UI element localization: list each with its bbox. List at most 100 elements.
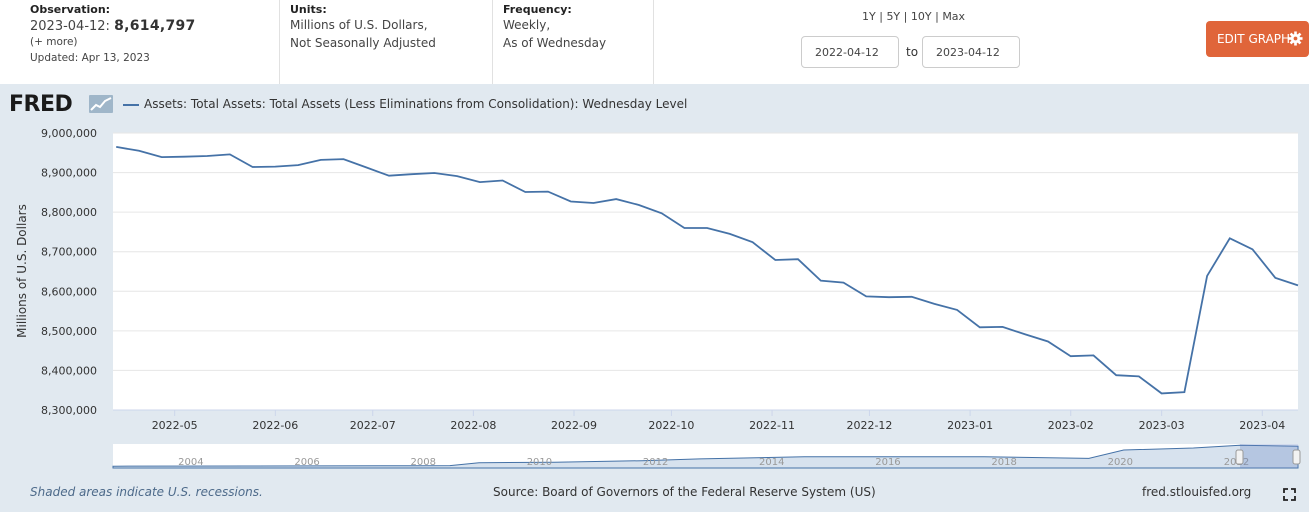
data-point	[364, 165, 369, 170]
edit-graph-label: EDIT GRAPH	[1216, 32, 1291, 46]
navigator-series	[112, 444, 1299, 469]
data-point	[568, 199, 573, 204]
data-point	[1136, 374, 1141, 379]
site-link[interactable]: fred.stlouisfed.org	[1142, 485, 1252, 499]
y-tick-label: 8,600,000	[41, 285, 97, 298]
y-tick-label: 8,800,000	[41, 206, 97, 219]
x-tick-label: 2023-04	[1239, 419, 1285, 432]
y-tick-label: 8,700,000	[41, 246, 97, 259]
legend-swatch	[123, 104, 139, 106]
line-chart[interactable]: 8,300,000 8,400,000 8,500,000 8,600,000 8,70…	[0, 84, 1309, 484]
units-line1: Millions of U.S. Dollars,	[290, 18, 428, 32]
data-point	[1227, 236, 1232, 241]
data-point	[341, 157, 346, 162]
data-point	[1250, 247, 1255, 252]
navigator-year-label: 2020	[1108, 457, 1133, 468]
range-10y-button[interactable]: 10Y	[910, 10, 932, 23]
x-tick-label: 2023-03	[1139, 419, 1185, 432]
navigator-year-label: 2010	[527, 457, 552, 468]
data-point	[1068, 354, 1073, 359]
navigator-selected-range	[1240, 444, 1298, 468]
navigator-year-label: 2004	[178, 457, 203, 468]
data-point	[477, 180, 482, 185]
gear-icon	[1288, 31, 1303, 46]
data-point	[432, 170, 437, 175]
data-point	[591, 201, 596, 206]
units-label: Units:	[290, 3, 327, 16]
navigator-year-label: 2014	[759, 457, 784, 468]
navigator[interactable]: 2004200620082010201220142016201820202022	[112, 444, 1301, 469]
data-point	[1046, 339, 1051, 344]
range-separator: |	[903, 10, 908, 23]
x-tick-label: 2022-12	[846, 419, 892, 432]
fred-chart-logo-icon	[89, 95, 113, 113]
updated-date: Updated: Apr 13, 2023	[30, 52, 150, 64]
data-point	[409, 172, 414, 177]
data-point	[932, 301, 937, 306]
y-axis-ticks: 8,300,000 8,400,000 8,500,000 8,600,000 8,70…	[41, 127, 97, 417]
data-point	[1114, 373, 1119, 378]
navigator-year-label: 2016	[875, 457, 900, 468]
data-point	[796, 257, 801, 262]
data-point	[1159, 391, 1164, 396]
start-date-input[interactable]: 2022-04-12	[801, 36, 899, 68]
data-point	[864, 294, 869, 299]
data-point	[977, 325, 982, 330]
data-point	[659, 211, 664, 216]
data-point	[1091, 353, 1096, 358]
navigator-left-handle[interactable]	[1235, 449, 1244, 465]
frequency-block: Frequency: Weekly, As of Wednesday	[503, 0, 606, 84]
observation-value: 8,614,797	[114, 18, 196, 34]
data-point	[159, 155, 164, 160]
observation-value-line: 2023-04-12: 8,614,797	[30, 18, 196, 34]
more-observations-link[interactable]: (+ more)	[30, 36, 78, 48]
y-tick-label: 8,400,000	[41, 364, 97, 377]
data-point	[546, 189, 551, 194]
data-point	[841, 280, 846, 285]
x-tick-label: 2022-06	[252, 419, 298, 432]
data-point	[182, 154, 187, 159]
data-point	[114, 144, 119, 149]
y-tick-label: 8,900,000	[41, 167, 97, 180]
data-point	[1182, 390, 1187, 395]
divider	[653, 0, 654, 84]
end-date-input[interactable]: 2023-04-12	[922, 36, 1020, 68]
data-point	[1000, 324, 1005, 329]
data-point	[455, 174, 460, 179]
data-point	[523, 189, 528, 194]
data-point	[750, 240, 755, 245]
x-tick-label: 2023-01	[947, 419, 993, 432]
divider	[492, 0, 493, 84]
legend-series-name: Assets: Total Assets: Total Assets (Less…	[144, 97, 688, 111]
fullscreen-icon[interactable]	[1283, 488, 1296, 501]
range-selector: 1Y | 5Y | 10Y | Max	[862, 10, 965, 23]
x-tick-label: 2022-05	[152, 419, 198, 432]
x-tick-label: 2022-11	[749, 419, 795, 432]
x-tick-label: 2022-07	[350, 419, 396, 432]
data-point	[705, 225, 710, 230]
edit-graph-button[interactable]: EDIT GRAPH	[1206, 21, 1309, 57]
navigator-year-label: 2008	[411, 457, 436, 468]
data-point	[227, 152, 232, 157]
recession-note: Shaded areas indicate U.S. recessions.	[30, 485, 263, 499]
range-1y-button[interactable]: 1Y	[862, 10, 876, 23]
range-separator: |	[935, 10, 939, 23]
range-max-button[interactable]: Max	[942, 10, 966, 23]
data-point	[1023, 332, 1028, 337]
units-line2: Not Seasonally Adjusted	[290, 36, 436, 50]
data-point	[682, 225, 687, 230]
x-axis-ticks: 2022-05 2022-06 2022-07 2022-08 2022-09 2022-…	[113, 409, 1298, 432]
navigator-right-handle[interactable]	[1292, 449, 1301, 465]
y-tick-label: 9,000,000	[41, 127, 97, 140]
data-point	[636, 203, 641, 208]
x-tick-label: 2023-02	[1048, 419, 1094, 432]
data-point	[909, 294, 914, 299]
data-point	[296, 163, 301, 168]
data-point	[818, 278, 823, 283]
navigator-year-label: 2006	[294, 457, 319, 468]
range-5y-button[interactable]: 5Y	[886, 10, 901, 23]
data-point	[955, 307, 960, 312]
frequency-line1: Weekly,	[503, 18, 551, 32]
fred-logo[interactable]: FRED	[9, 92, 73, 117]
data-point	[1296, 283, 1301, 288]
